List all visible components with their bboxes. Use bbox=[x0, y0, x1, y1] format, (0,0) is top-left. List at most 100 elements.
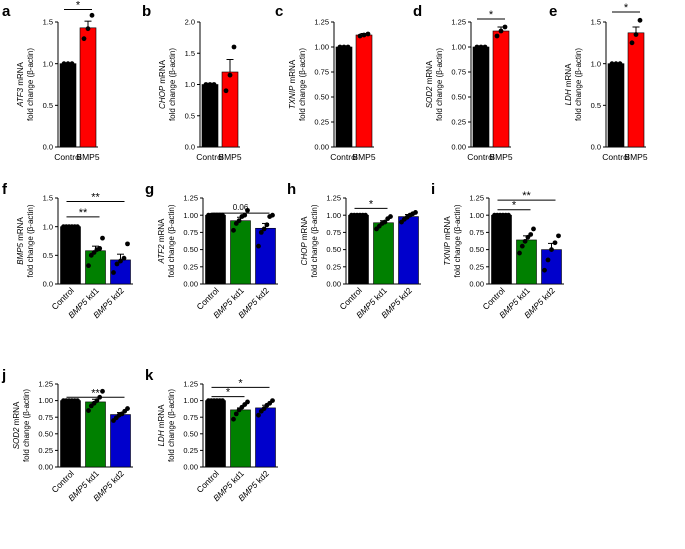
y-tick-label: 0.25 bbox=[183, 446, 198, 455]
significance-label: * bbox=[489, 9, 494, 21]
data-point bbox=[552, 240, 558, 246]
bar bbox=[335, 46, 353, 148]
y-tick-label: 0.25 bbox=[326, 262, 341, 271]
data-point bbox=[345, 44, 351, 50]
data-point bbox=[474, 44, 480, 50]
data-point bbox=[256, 243, 261, 249]
y-tick-label: 0.00 bbox=[469, 280, 484, 289]
y-tick-label: 0.50 bbox=[469, 245, 484, 254]
data-point bbox=[545, 257, 551, 263]
bar bbox=[373, 222, 394, 285]
data-point bbox=[478, 44, 484, 50]
data-point bbox=[94, 398, 100, 403]
y-tick-label: 0.75 bbox=[183, 228, 198, 237]
y-tick-label: 0.75 bbox=[451, 68, 466, 77]
data-point bbox=[517, 250, 522, 256]
x-tick-label: Control bbox=[330, 152, 358, 162]
data-point bbox=[531, 226, 536, 232]
data-point bbox=[242, 212, 248, 218]
panel-h: h 0.00 0.25 0.50 0.75 1.00 1.25 CHOP mRNA fold c… bbox=[287, 181, 421, 320]
data-point bbox=[609, 61, 615, 67]
panel-k: k 0.00 0.25 0.50 0.75 1.00 1.25 LDH mRNA fold ch… bbox=[145, 367, 278, 503]
panel-letter: a bbox=[2, 3, 11, 20]
panel-letter: c bbox=[275, 3, 283, 20]
data-point bbox=[118, 258, 123, 264]
significance-label: ** bbox=[522, 190, 531, 202]
data-point bbox=[100, 235, 105, 241]
y-axis-gene-name: CHOP bbox=[158, 85, 167, 109]
data-point bbox=[528, 232, 534, 237]
significance-label: * bbox=[76, 0, 81, 12]
data-point bbox=[125, 406, 130, 411]
y-axis-label-line2: fold change (β-actin) bbox=[22, 389, 31, 462]
data-point bbox=[65, 61, 71, 67]
x-tick-label: BMP5 bbox=[218, 152, 241, 162]
data-point bbox=[231, 416, 236, 422]
y-axis-label: BMP5 mRNA bbox=[16, 217, 25, 265]
data-point bbox=[69, 61, 75, 67]
y-axis-label-suffix: mRNA bbox=[158, 59, 167, 85]
data-point bbox=[75, 224, 80, 230]
y-tick-label: 0.0 bbox=[591, 143, 601, 152]
significance-label: ** bbox=[79, 207, 88, 219]
panel-letter: d bbox=[413, 3, 422, 20]
bar bbox=[59, 63, 77, 148]
y-tick-label: 1.00 bbox=[326, 211, 341, 220]
panel-letter: i bbox=[431, 181, 435, 198]
y-tick-label: 0.25 bbox=[314, 118, 329, 127]
significance-label: * bbox=[624, 2, 629, 14]
data-point bbox=[85, 26, 91, 32]
significance-label: * bbox=[512, 200, 517, 212]
bar bbox=[492, 30, 510, 148]
y-tick-label: 0.50 bbox=[183, 429, 198, 438]
panel-g: g 0.00 0.25 0.50 0.75 1.00 1.25 ATF2 mRNA fold c… bbox=[145, 181, 278, 320]
y-axis-label: CHOP mRNA bbox=[158, 59, 167, 109]
y-tick-label: 1.25 bbox=[314, 18, 329, 27]
panel-f: f 0.0 0.5 1.0 1.5 BMP5 mRNA fold change (β-act… bbox=[2, 181, 133, 320]
y-axis-label-line2: fold change (β-actin) bbox=[435, 48, 444, 121]
y-tick-label: 1.25 bbox=[469, 194, 484, 203]
y-tick-label: 0.75 bbox=[183, 413, 198, 422]
y-axis-label: SOD2 mRNA bbox=[425, 60, 434, 108]
bar bbox=[205, 214, 226, 285]
panel-a: a 0.0 0.5 1.0 1.5 ATF3 mRNA fold change (β-act… bbox=[2, 0, 100, 162]
y-tick-label: 0.5 bbox=[43, 251, 53, 260]
bar bbox=[60, 400, 81, 468]
y-axis-gene-name: TXNIP bbox=[443, 241, 452, 265]
y-axis-label: ATF2 mRNA bbox=[157, 218, 166, 264]
significance-label: * bbox=[226, 387, 231, 399]
y-tick-label: 1.5 bbox=[43, 194, 53, 203]
data-point bbox=[111, 270, 116, 275]
data-point bbox=[220, 398, 225, 403]
y-axis-label: LDH mRNA bbox=[564, 63, 573, 105]
y-tick-label: 0.25 bbox=[451, 118, 466, 127]
data-point bbox=[211, 82, 217, 87]
y-tick-label: 1.00 bbox=[451, 43, 466, 52]
data-point bbox=[365, 31, 371, 37]
y-tick-label: 0.0 bbox=[43, 280, 53, 289]
y-axis-gene-name: LDH bbox=[564, 89, 573, 105]
data-point bbox=[86, 408, 91, 413]
y-tick-label: 1.00 bbox=[314, 43, 329, 52]
bar bbox=[541, 249, 562, 285]
y-axis-gene-name: ATF3 bbox=[16, 87, 25, 108]
y-axis-label-suffix: mRNA bbox=[288, 59, 297, 85]
y-tick-label: 1.5 bbox=[591, 18, 601, 27]
y-axis-label-line2: fold change (β-actin) bbox=[167, 389, 176, 462]
data-point bbox=[413, 210, 418, 215]
significance-label: * bbox=[369, 198, 374, 210]
y-tick-label: 0.50 bbox=[183, 245, 198, 254]
bar bbox=[607, 63, 625, 148]
data-point bbox=[207, 82, 213, 87]
y-axis-label-suffix: mRNA bbox=[157, 218, 166, 244]
y-tick-label: 0.00 bbox=[314, 143, 329, 152]
y-axis-label-suffix: mRNA bbox=[16, 61, 25, 87]
data-point bbox=[81, 36, 87, 42]
data-point bbox=[89, 12, 95, 18]
data-point bbox=[519, 243, 525, 249]
y-axis-gene-name: LDH bbox=[157, 430, 166, 446]
y-axis-label-suffix: mRNA bbox=[12, 401, 21, 427]
y-axis-gene-name: CHOP bbox=[300, 242, 309, 266]
panel-b: b 0.0 0.5 1.0 1.5 2.0 CHOP mRNA fold change (β-… bbox=[142, 3, 242, 162]
data-point bbox=[549, 247, 554, 253]
